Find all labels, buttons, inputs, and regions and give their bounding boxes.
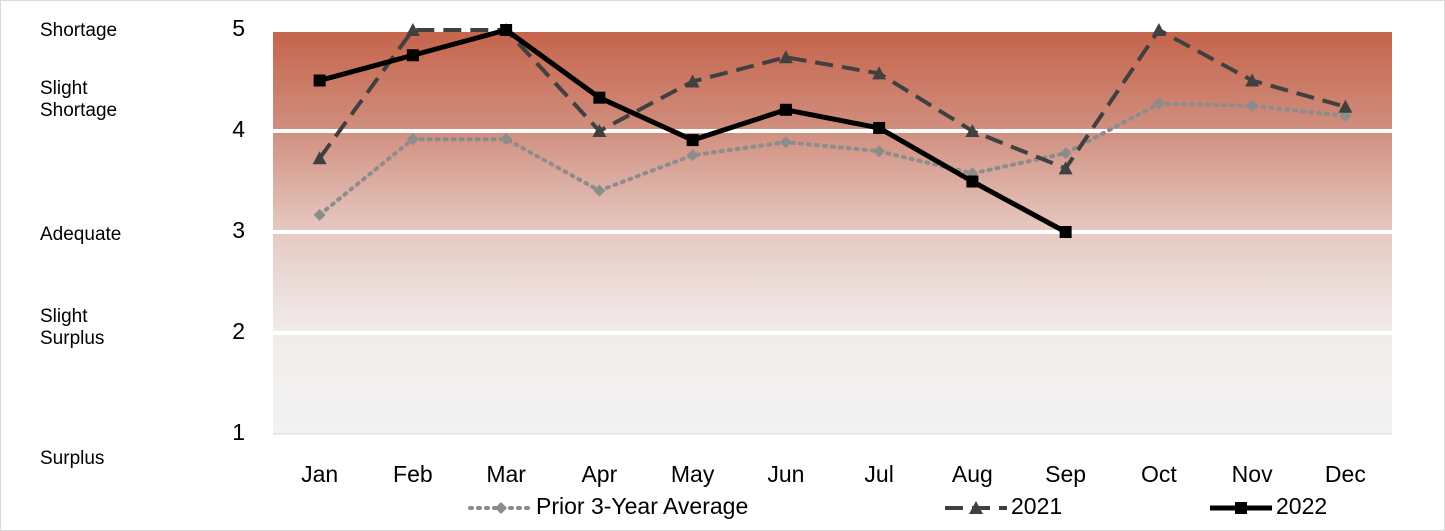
marker bbox=[779, 103, 792, 116]
marker bbox=[872, 66, 887, 80]
level-label: Slight Surplus bbox=[40, 306, 105, 349]
x-tick-label: Sep bbox=[1045, 461, 1086, 487]
marker bbox=[965, 124, 980, 137]
x-tick-label: Apr bbox=[581, 461, 617, 487]
marker bbox=[1339, 109, 1352, 122]
level-label: Surplus bbox=[40, 448, 105, 469]
marker bbox=[873, 121, 886, 134]
marker bbox=[779, 136, 792, 149]
y-tick-label: 4 bbox=[232, 116, 245, 142]
marker bbox=[1235, 502, 1247, 514]
marker bbox=[406, 133, 419, 146]
y-tick-label: 3 bbox=[232, 217, 245, 243]
x-tick-label: Jun bbox=[767, 461, 804, 487]
marker bbox=[778, 50, 793, 64]
marker bbox=[593, 184, 606, 197]
marker bbox=[686, 134, 699, 147]
marker bbox=[1246, 99, 1259, 112]
marker bbox=[313, 74, 326, 87]
level-label: Shortage bbox=[40, 20, 118, 41]
marker bbox=[500, 24, 513, 36]
y-tick-label: 2 bbox=[232, 318, 245, 344]
x-tick-label: Mar bbox=[486, 461, 526, 487]
y-tick-label: 1 bbox=[232, 419, 245, 445]
marker bbox=[686, 149, 699, 162]
x-tick-label: Jul bbox=[864, 461, 893, 487]
x-tick-label: Oct bbox=[1141, 461, 1177, 487]
level-label: Slight Shortage bbox=[40, 78, 118, 121]
marker bbox=[406, 49, 419, 62]
marker bbox=[593, 91, 606, 104]
legend-label: 2021 bbox=[1011, 493, 1062, 519]
level-label: Adequate bbox=[40, 224, 122, 245]
x-tick-label: Jan bbox=[301, 461, 338, 487]
marker bbox=[1058, 161, 1073, 175]
marker bbox=[495, 502, 507, 514]
marker bbox=[873, 145, 886, 158]
x-tick-label: Aug bbox=[952, 461, 993, 487]
x-tick-label: Feb bbox=[393, 461, 433, 487]
marker bbox=[969, 501, 983, 514]
marker bbox=[405, 23, 420, 36]
x-tick-label: Dec bbox=[1325, 461, 1366, 487]
legend-label: 2022 bbox=[1276, 493, 1327, 519]
y-tick-label: 5 bbox=[232, 15, 245, 41]
marker bbox=[313, 208, 326, 221]
marker bbox=[966, 175, 979, 188]
marker bbox=[1059, 147, 1072, 160]
marker bbox=[1059, 226, 1072, 238]
marker bbox=[592, 124, 607, 137]
marker bbox=[500, 133, 513, 146]
x-tick-label: Nov bbox=[1232, 461, 1273, 487]
marker bbox=[1152, 97, 1165, 110]
x-tick-label: May bbox=[671, 461, 715, 487]
marker bbox=[1338, 99, 1353, 113]
marker bbox=[685, 74, 700, 88]
marker bbox=[312, 151, 327, 165]
series-line bbox=[318, 28, 1346, 171]
legend-label: Prior 3-Year Average bbox=[536, 493, 748, 519]
marker bbox=[1245, 73, 1260, 87]
marker bbox=[1151, 23, 1166, 36]
series-line bbox=[317, 101, 1348, 217]
